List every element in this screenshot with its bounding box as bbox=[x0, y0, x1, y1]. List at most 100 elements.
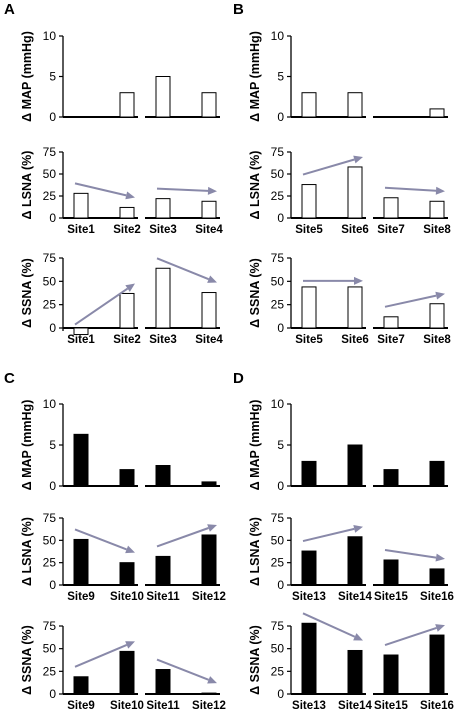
y-tick-label: 50 bbox=[271, 642, 285, 656]
chart-b-4: 0 25 50 75 Δ LSNA (%) Site5 Site6 Site7 Site8 bbox=[248, 145, 451, 236]
y-axis-label: Δ MAP (mmHg) bbox=[20, 31, 34, 122]
chart-b-5: 0 25 50 75 Δ SSNA (%) Site5 Site6 Site7 Site8 bbox=[248, 251, 451, 346]
y-axis-label: Δ LSNA (%) bbox=[248, 151, 262, 220]
trend-arrow-shaft bbox=[156, 257, 210, 281]
panel-letter-d: D bbox=[233, 370, 244, 387]
category-label: Site16 bbox=[420, 700, 454, 712]
y-axis-label: Δ LSNA (%) bbox=[20, 517, 34, 586]
bar-site15 bbox=[383, 469, 399, 487]
y-tick-label: 10 bbox=[271, 397, 285, 411]
y-tick-label: 50 bbox=[271, 533, 285, 547]
category-label: Site10 bbox=[110, 591, 144, 603]
bar-site6 bbox=[347, 166, 363, 219]
trend-arrow-head bbox=[435, 553, 445, 562]
category-label: Site15 bbox=[374, 700, 408, 712]
trend-arrow-shaft bbox=[156, 527, 209, 548]
category-label: Site12 bbox=[192, 591, 226, 603]
y-tick-label: 50 bbox=[43, 642, 57, 656]
y-tick-label: 0 bbox=[49, 479, 56, 493]
y-tick-label: 75 bbox=[271, 145, 285, 159]
bar-site2 bbox=[119, 206, 135, 219]
y-axis-label: Δ SSNA (%) bbox=[248, 625, 262, 695]
chart-c-7: 0 25 50 75 Δ LSNA (%) Site9 Site10 Site11 Site12 bbox=[20, 511, 226, 603]
trend-arrow-head bbox=[435, 624, 445, 632]
bar-site1 bbox=[73, 192, 89, 219]
y-tick-label: 0 bbox=[277, 479, 284, 493]
trend-arrow-shaft bbox=[384, 186, 437, 192]
y-tick-label: 25 bbox=[271, 189, 285, 203]
category-label: Site13 bbox=[292, 591, 326, 603]
y-axis-label: Δ LSNA (%) bbox=[20, 151, 34, 220]
trend-arrow-head bbox=[354, 276, 363, 285]
y-tick-label: 0 bbox=[277, 578, 284, 592]
y-tick-label: 50 bbox=[271, 274, 285, 288]
category-label: Site2 bbox=[113, 224, 141, 236]
y-tick-label: 0 bbox=[49, 110, 56, 124]
category-label: Site4 bbox=[195, 224, 223, 236]
y-tick-label: 75 bbox=[271, 619, 285, 633]
y-tick-label: 25 bbox=[43, 664, 57, 678]
bar-site3 bbox=[155, 267, 171, 329]
bar-site13 bbox=[301, 460, 317, 487]
trend-arrow-shaft bbox=[156, 187, 209, 192]
panel-letter-c: C bbox=[4, 370, 15, 387]
trend-arrow-shaft bbox=[384, 294, 437, 308]
y-axis-label: Δ LSNA (%) bbox=[248, 517, 262, 586]
bar-site14 bbox=[347, 536, 363, 586]
category-label: Site9 bbox=[67, 591, 95, 603]
y-tick-label: 5 bbox=[49, 438, 56, 452]
trend-arrow-head bbox=[207, 186, 217, 195]
y-tick-label: 50 bbox=[43, 167, 57, 181]
y-tick-label: 0 bbox=[277, 687, 284, 701]
y-tick-label: 75 bbox=[271, 511, 285, 525]
y-tick-label: 10 bbox=[43, 29, 57, 43]
chart-c-8: 0 25 50 75 Δ SSNA (%) Site9 Site10 Site11 Site12 bbox=[20, 619, 226, 712]
category-label: Site8 bbox=[423, 224, 451, 236]
category-label: Site15 bbox=[374, 591, 408, 603]
category-label: Site3 bbox=[149, 334, 177, 346]
y-tick-label: 10 bbox=[43, 397, 57, 411]
category-label: Site16 bbox=[420, 591, 454, 603]
trend-arrow-shaft bbox=[302, 612, 356, 638]
category-label: Site6 bbox=[341, 334, 369, 346]
bar-site6 bbox=[347, 286, 363, 329]
trend-arrow-shaft bbox=[74, 287, 129, 326]
category-label: Site5 bbox=[295, 224, 323, 236]
trend-arrow-head bbox=[207, 275, 217, 283]
y-tick-label: 0 bbox=[49, 687, 56, 701]
bar-site7 bbox=[383, 197, 399, 219]
category-label: Site12 bbox=[192, 700, 226, 712]
bar-site10 bbox=[119, 469, 135, 487]
bar-site1 bbox=[73, 327, 89, 336]
bar-site7 bbox=[383, 316, 399, 329]
bar-site14 bbox=[347, 649, 363, 695]
bar-site5 bbox=[301, 92, 317, 118]
trend-arrow-shaft bbox=[156, 658, 209, 681]
trend-arrow-head bbox=[435, 291, 445, 300]
chart-c-6: 0 5 10 Δ MAP (mmHg) bbox=[20, 397, 220, 493]
bar-site13 bbox=[301, 622, 317, 695]
trend-arrow-head bbox=[125, 283, 135, 292]
bar-site10 bbox=[119, 562, 135, 586]
y-tick-label: 75 bbox=[43, 251, 57, 265]
y-axis-label: Δ MAP (mmHg) bbox=[248, 400, 262, 491]
category-label: Site7 bbox=[377, 224, 405, 236]
category-label: Site7 bbox=[377, 334, 405, 346]
y-tick-label: 25 bbox=[43, 189, 57, 203]
trend-arrow-head bbox=[125, 641, 135, 649]
y-tick-label: 75 bbox=[271, 251, 285, 265]
category-label: Site3 bbox=[149, 224, 177, 236]
y-tick-label: 0 bbox=[49, 321, 56, 335]
category-label: Site1 bbox=[67, 224, 95, 236]
trend-arrow-shaft bbox=[384, 626, 437, 646]
chart-b-3: 0 5 10 Δ MAP (mmHg) bbox=[248, 29, 448, 124]
bar-site15 bbox=[383, 654, 399, 695]
bar-site8 bbox=[429, 200, 445, 219]
category-label: Site2 bbox=[113, 334, 141, 346]
category-label: Site14 bbox=[338, 700, 372, 712]
panel-letter-a: A bbox=[4, 1, 15, 18]
trend-arrow-shaft bbox=[384, 548, 437, 559]
y-tick-label: 0 bbox=[277, 321, 284, 335]
